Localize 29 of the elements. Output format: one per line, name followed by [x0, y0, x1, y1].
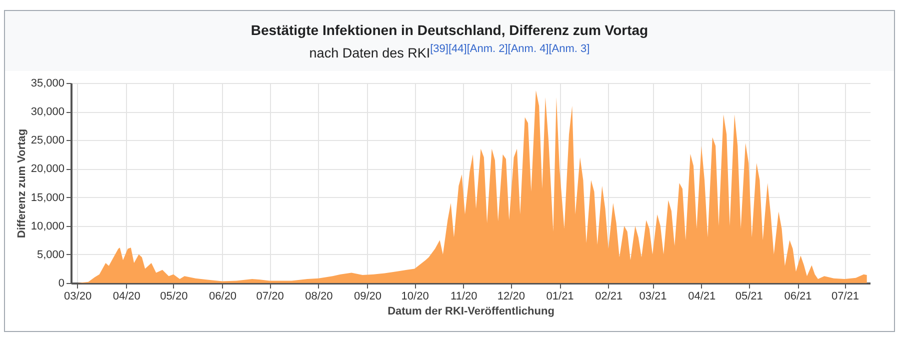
x-tick-label: 02/21 [595, 290, 623, 302]
y-tick-label: 5,000 [36, 248, 64, 261]
x-tick-label: 10/20 [401, 290, 429, 302]
x-tick-label: 06/20 [209, 290, 237, 302]
x-tick-label: 09/20 [354, 290, 382, 302]
x-tick-label: 01/21 [546, 290, 574, 302]
x-tick-label: 04/21 [688, 290, 716, 302]
x-tick-label: 03/21 [639, 290, 667, 302]
y-tick-label: 30,000 [30, 106, 64, 118]
x-tick-label: 05/20 [160, 290, 188, 302]
x-tick-label: 04/20 [112, 290, 140, 302]
y-tick-label: 35,000 [30, 78, 64, 90]
x-axis-title: Datum der RKI-Veröffentlichung [388, 306, 554, 318]
y-axis-title: Differenz zum Vortag [16, 128, 28, 238]
y-tick-label: 15,000 [30, 192, 64, 204]
x-tick-label: 05/21 [735, 290, 763, 302]
chart-subtitle: nach Daten des RKI$^{[39][44][Anm. 2][Anm. 4][Anm. 3]}$ [308, 43, 591, 60]
chart-title: Bestätigte Infektionen in Deutschland, Differenz zum Vortag [250, 22, 650, 38]
y-tick-label: 0 [58, 278, 64, 290]
x-tick-label: 11/20 [450, 290, 478, 302]
x-tick-label: 12/20 [497, 290, 525, 302]
x-tick-label: 08/20 [305, 290, 333, 302]
y-tick-label: 20,000 [30, 163, 64, 176]
y-tick-label: 10,000 [30, 220, 64, 232]
x-tick-label: 07/21 [832, 290, 860, 302]
x-tick-label: 06/21 [784, 290, 812, 302]
y-tick-label: 25,000 [30, 134, 64, 147]
x-tick-label: 03/20 [64, 290, 92, 302]
x-tick-label: 07/20 [256, 290, 284, 302]
